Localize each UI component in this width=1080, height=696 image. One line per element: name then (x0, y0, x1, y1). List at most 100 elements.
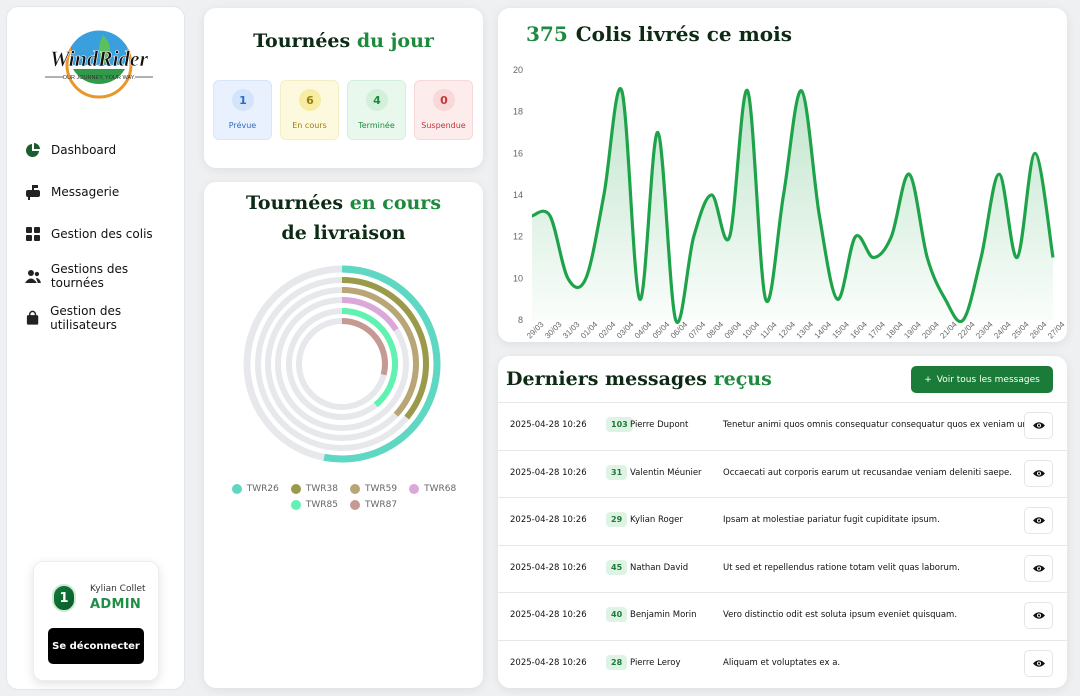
sidebar-item-label: Gestions des tournées (50, 262, 129, 290)
message-id-badge: 103 (606, 417, 633, 432)
data-point[interactable] (620, 89, 624, 93)
x-tick-label: 18/04 (884, 320, 905, 341)
sidebar-item-label: Dashboard (51, 143, 117, 157)
sidebar-item-tournees[interactable]: Gestions des tournées (19, 255, 184, 297)
data-point[interactable] (979, 256, 983, 260)
windrider-logo[interactable]: WindRider OUR JOURNEY, YOUR WAY. (39, 25, 159, 103)
message-row[interactable]: 2025-04-28 10:26 45 Nathan David Ut sed et … (498, 544, 1067, 593)
data-point[interactable] (584, 276, 588, 280)
sidebar-nav: Dashboard Messagerie Gestion des colis G… (19, 129, 184, 339)
data-point[interactable] (656, 131, 660, 135)
plus-icon: + (924, 374, 932, 385)
tournees-du-jour-card: Tournées du jour 1 Prévue 6 En cours 4 T… (204, 8, 483, 168)
pie-chart-icon (26, 143, 40, 157)
ring-bar-twr85[interactable] (341, 308, 398, 408)
eye-icon (1032, 612, 1045, 619)
eye-icon (1032, 564, 1045, 572)
message-id-badge: 31 (606, 464, 628, 480)
x-tick-label: 20/04 (920, 320, 941, 341)
data-point[interactable] (548, 214, 552, 218)
eye-icon (1032, 659, 1045, 667)
data-point[interactable] (674, 318, 678, 322)
data-point[interactable] (728, 235, 732, 239)
data-point[interactable] (835, 297, 839, 301)
data-point[interactable] (907, 172, 911, 176)
legend-label: TWR38 (305, 484, 338, 494)
message-sender: Valentin Méunier (630, 467, 702, 478)
ring-bar-twr59[interactable] (341, 287, 419, 417)
user-role: ADMIN (90, 597, 142, 612)
view-message-button[interactable] (1024, 554, 1053, 582)
ring-bar-twr68[interactable] (341, 297, 399, 332)
message-row[interactable]: 2025-04-28 10:26 103 Pierre Dupont Tenetur … (498, 402, 1067, 450)
data-point[interactable] (889, 235, 893, 239)
legend-dot (231, 484, 242, 494)
data-point[interactable] (961, 318, 965, 322)
data-point[interactable] (799, 89, 803, 93)
data-point[interactable] (602, 193, 606, 197)
series-line[interactable] (531, 87, 1055, 325)
x-tick-label: 04/04 (633, 320, 654, 341)
message-id-badge: 28 (606, 654, 628, 670)
message-text: Tenetur animi quos omnis consequatur con… (723, 420, 1028, 430)
data-point[interactable] (1033, 151, 1037, 155)
x-tick-label: 25/04 (1010, 320, 1031, 341)
data-point[interactable] (692, 235, 696, 239)
data-point[interactable] (710, 193, 714, 197)
message-row[interactable]: 2025-04-28 10:26 31 Valentin Méunier Occaec… (498, 449, 1067, 498)
view-message-button[interactable] (1024, 507, 1053, 534)
message-row[interactable]: 2025-04-28 10:26 28 Pierre Leroy Aliquam et… (498, 639, 1067, 688)
stat-en-cours[interactable]: 6 En cours (280, 80, 339, 140)
stat-terminee[interactable]: 4 Terminée (347, 80, 406, 140)
data-point[interactable] (853, 235, 857, 239)
stat-prevue[interactable]: 1 Prévue (213, 80, 272, 140)
view-message-button[interactable] (1024, 602, 1053, 629)
logout-button[interactable]: Se déconnecter (48, 628, 144, 664)
legend-item[interactable]: TWR26 (231, 484, 279, 494)
x-tick-label: 29/03 (525, 320, 546, 341)
message-row[interactable]: 2025-04-28 10:26 29 Kylian Roger Ipsam at m… (498, 497, 1067, 545)
stat-suspendue[interactable]: 0 Suspendue (414, 80, 473, 140)
data-point[interactable] (746, 89, 750, 93)
data-point[interactable] (764, 297, 768, 301)
view-message-button[interactable] (1024, 649, 1053, 677)
legend-item[interactable]: TWR85 (290, 500, 338, 510)
sidebar-item-messagerie[interactable]: Messagerie (19, 171, 184, 213)
ring-bar-twr38[interactable] (341, 277, 429, 420)
stat-value: 0 (433, 89, 455, 111)
data-point[interactable] (1015, 256, 1019, 260)
data-point[interactable] (530, 214, 534, 218)
sidebar-item-utilisateurs[interactable]: Gestion des utilisateurs (19, 297, 184, 339)
view-message-button[interactable] (1024, 459, 1053, 487)
stat-label: Prévue (228, 121, 257, 130)
data-point[interactable] (943, 297, 947, 301)
legend-item[interactable]: TWR38 (290, 484, 338, 494)
message-row[interactable]: 2025-04-28 10:26 40 Benjamin Morin Vero dis… (498, 592, 1067, 640)
data-point[interactable] (997, 172, 1001, 176)
sidebar-item-dashboard[interactable]: Dashboard (19, 129, 184, 171)
data-point[interactable] (871, 256, 875, 260)
ring-bar-twr26[interactable] (323, 265, 441, 463)
legend-item[interactable]: TWR59 (350, 484, 397, 494)
message-text: Vero distinctio odit est soluta ipsum ev… (723, 610, 958, 620)
stat-label: Terminée (358, 121, 395, 130)
data-point[interactable] (566, 276, 570, 280)
data-point[interactable] (782, 193, 786, 197)
chart-legend: TWR26 TWR38 TWR59 TWR68 TWR85 TWR87 (224, 484, 464, 510)
data-point[interactable] (925, 256, 929, 260)
view-all-messages-button[interactable]: + Voir tous les messages (911, 366, 1053, 393)
legend-dot (290, 484, 301, 494)
legend-item[interactable]: TWR68 (409, 484, 456, 494)
legend-item[interactable]: TWR87 (350, 500, 397, 510)
data-point[interactable] (817, 214, 821, 218)
ring-bar-twr87[interactable] (341, 318, 388, 376)
legend-dot (290, 500, 301, 510)
sidebar-item-colis[interactable]: Gestion des colis (19, 213, 184, 255)
data-point[interactable] (638, 297, 642, 301)
area-fill (532, 88, 1053, 323)
view-message-button[interactable] (1024, 412, 1053, 439)
x-tick-label: 12/04 (777, 320, 798, 341)
data-point[interactable] (1051, 256, 1055, 260)
x-tick-label: 07/04 (687, 320, 708, 341)
colis-livres-card: 375 Colis livrés ce mois 8 10 12 14 16 18 20 29/… (498, 8, 1067, 342)
